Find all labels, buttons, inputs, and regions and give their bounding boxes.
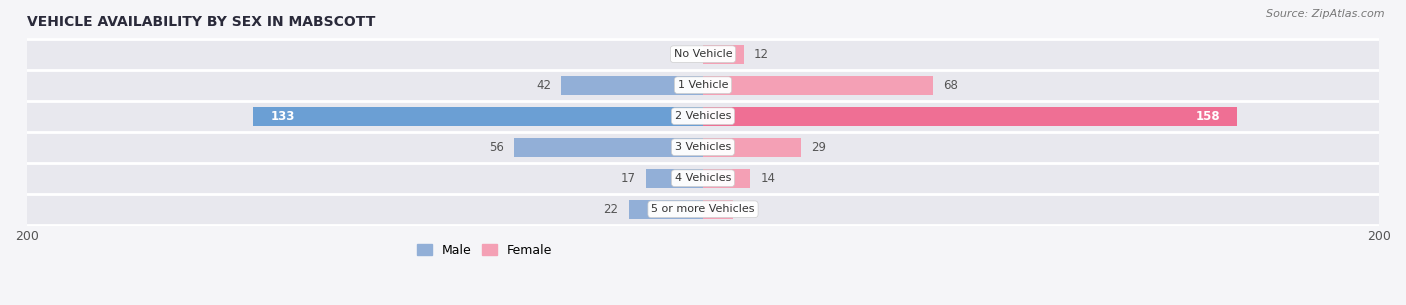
Legend: Male, Female: Male, Female [412, 239, 557, 262]
Text: 17: 17 [620, 172, 636, 185]
Text: 4 Vehicles: 4 Vehicles [675, 173, 731, 183]
Bar [27, 101, 1379, 132]
Bar [703, 138, 801, 157]
Bar [27, 194, 1379, 225]
Bar [703, 169, 751, 188]
Bar [703, 45, 744, 64]
Bar [253, 106, 703, 126]
Text: 158: 158 [1195, 110, 1220, 123]
Text: 3 Vehicles: 3 Vehicles [675, 142, 731, 152]
Text: 2 Vehicles: 2 Vehicles [675, 111, 731, 121]
Bar [27, 132, 1379, 163]
Text: 133: 133 [270, 110, 295, 123]
Text: 56: 56 [489, 141, 503, 154]
Text: 1 Vehicle: 1 Vehicle [678, 80, 728, 90]
Bar [703, 76, 932, 95]
Text: Source: ZipAtlas.com: Source: ZipAtlas.com [1267, 9, 1385, 19]
Text: 22: 22 [603, 203, 619, 216]
Text: No Vehicle: No Vehicle [673, 49, 733, 59]
Bar [561, 76, 703, 95]
Text: 0: 0 [686, 48, 693, 61]
Text: 9: 9 [744, 203, 751, 216]
Bar [703, 199, 734, 219]
Bar [703, 106, 1237, 126]
Text: 29: 29 [811, 141, 827, 154]
Text: 14: 14 [761, 172, 776, 185]
Bar [27, 163, 1379, 194]
Text: VEHICLE AVAILABILITY BY SEX IN MABSCOTT: VEHICLE AVAILABILITY BY SEX IN MABSCOTT [27, 15, 375, 29]
Text: 42: 42 [536, 79, 551, 92]
Bar [27, 70, 1379, 101]
Bar [645, 169, 703, 188]
Bar [513, 138, 703, 157]
Bar [628, 199, 703, 219]
Text: 68: 68 [943, 79, 957, 92]
Bar [27, 39, 1379, 70]
Text: 5 or more Vehicles: 5 or more Vehicles [651, 204, 755, 214]
Text: 12: 12 [754, 48, 769, 61]
